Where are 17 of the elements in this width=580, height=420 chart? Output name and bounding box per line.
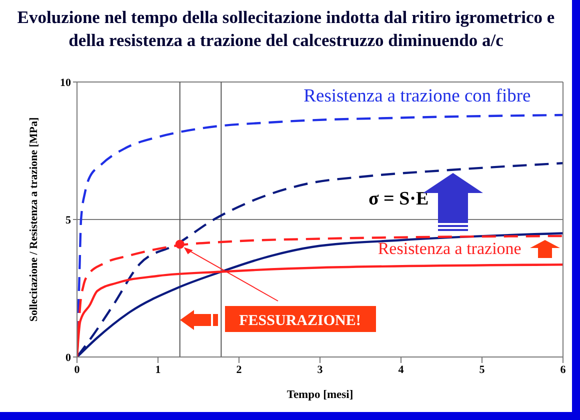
annotation: σ = S·E [368, 188, 429, 210]
y-tick-label: 0 [66, 352, 72, 364]
x-tick-label: 4 [398, 364, 404, 376]
annotation: FESSURAZIONE! [239, 313, 361, 329]
x-tick-label: 3 [317, 364, 324, 376]
series-label: Resistenza a trazione con fibre [304, 86, 531, 106]
chart-title: Evoluzione nel tempo della sollecitazione indotta dal ritiro igrometrico e della resistenza a trazione del calcestruzzo diminuendo a/c [16, 6, 556, 52]
y-tick-label: 10 [60, 76, 72, 89]
x-tick-label: 2 [236, 364, 242, 376]
y-axis-title: Sollecitazione / Resistenza a trazione [MPa] [28, 117, 40, 322]
y-tick-label: 5 [66, 214, 72, 226]
x-tick-label: 5 [479, 364, 486, 376]
x-tick-label: 0 [74, 364, 80, 376]
x-tick-label: 1 [155, 364, 161, 376]
series-label: Resistenza a trazione [378, 238, 522, 258]
x-tick-label: 6 [560, 364, 566, 376]
x-axis-title: Tempo [mesi] [286, 389, 354, 401]
